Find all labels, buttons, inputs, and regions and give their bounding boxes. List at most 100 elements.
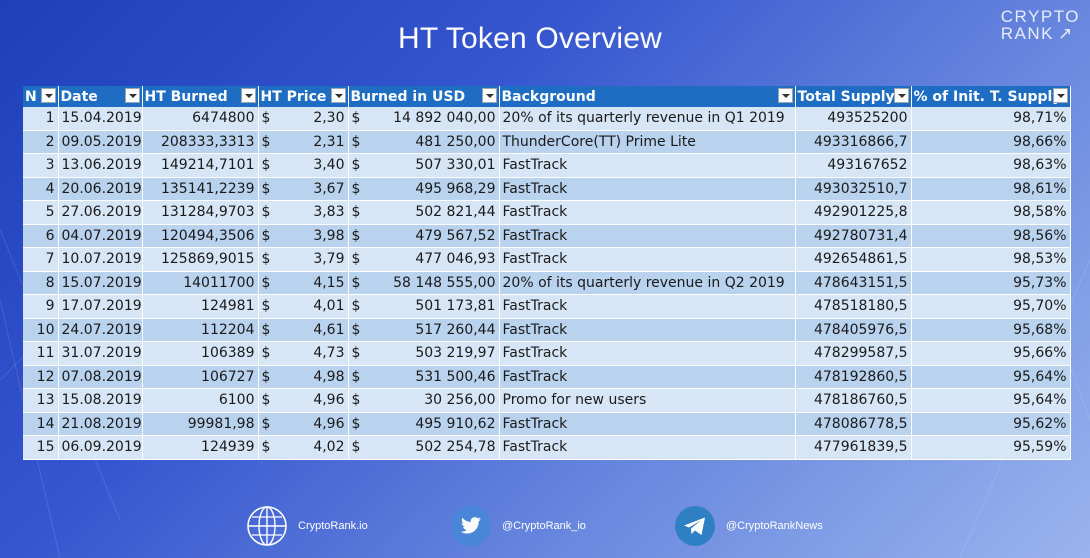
currency-symbol: $: [351, 439, 361, 456]
burn-history-table: N Date HT Burned HT Price Burned in USD Backg…: [23, 86, 1071, 460]
footer-twitter-link[interactable]: @CryptoRank_io: [450, 505, 586, 547]
cell-total-supply: 493167652: [795, 153, 912, 178]
filter-dropdown-icon[interactable]: [1052, 88, 1068, 103]
filter-dropdown-icon[interactable]: [330, 88, 346, 103]
cell-date: 17.07.2019: [58, 294, 143, 319]
currency-symbol: $: [261, 204, 271, 221]
cell-total-supply: 478086778,5: [795, 412, 912, 436]
cell-background: ThunderCore(TT) Prime Lite: [499, 130, 796, 154]
cell-burned-usd-value: 14 892 040,00: [393, 110, 496, 127]
cell-ht-burned: 112204: [142, 318, 259, 342]
arrow-up-right-icon: ↗: [1058, 24, 1074, 43]
footer-website-link[interactable]: CryptoRank.io: [246, 505, 368, 547]
footer-website-label: CryptoRank.io: [298, 520, 368, 532]
cell-ht-price: $3,98: [258, 224, 349, 248]
globe-icon: [247, 506, 287, 546]
cell-date: 21.08.2019: [58, 412, 143, 436]
table-row: 6 04.07.2019 120494,3506 $3,98 $479 567,52 Fa…: [23, 224, 1071, 248]
cell-burned-usd-value: 479 567,52: [415, 227, 496, 244]
currency-symbol: $: [351, 298, 361, 315]
cell-date: 07.08.2019: [58, 365, 143, 389]
cell-ht-burned: 99981,98: [142, 412, 259, 436]
cell-ht-price-value: 3,79: [313, 251, 345, 268]
cell-ht-burned: 124939: [142, 435, 259, 460]
cell-burned-usd-value: 58 148 555,00: [393, 274, 496, 291]
cell-background: 20% of its quarterly revenue in Q2 2019: [499, 271, 796, 295]
cell-n: 14: [23, 412, 59, 436]
filter-dropdown-icon[interactable]: [240, 88, 256, 103]
header-label: HT Burned: [144, 88, 228, 105]
cell-ht-burned: 106389: [142, 341, 259, 366]
currency-symbol: $: [351, 227, 361, 244]
cell-date: 20.06.2019: [58, 177, 143, 201]
filter-dropdown-icon[interactable]: [481, 88, 497, 103]
currency-symbol: $: [261, 274, 271, 291]
cell-n: 15: [23, 435, 59, 460]
cell-ht-price: $4,02: [258, 435, 349, 460]
cell-ht-burned: 120494,3506: [142, 224, 259, 248]
cell-burned-usd-value: 30 256,00: [424, 392, 496, 409]
cell-ht-burned: 6100: [142, 388, 259, 413]
currency-symbol: $: [351, 110, 361, 127]
cell-n: 6: [23, 224, 59, 248]
cell-background: 20% of its quarterly revenue in Q1 2019: [499, 107, 796, 131]
cell-pct-init-supply: 95,68%: [911, 318, 1071, 342]
cell-n: 12: [23, 365, 59, 389]
cell-background: FastTrack: [499, 177, 796, 201]
cell-total-supply: 493525200: [795, 107, 912, 131]
cell-ht-price-value: 3,67: [313, 180, 345, 197]
page-title: HT Token Overview: [397, 22, 663, 55]
cryptorank-logo: CRYPTO RANK ↗: [1000, 7, 1080, 43]
cell-background: FastTrack: [499, 294, 796, 319]
cell-background: Promo for new users: [499, 388, 796, 413]
filter-dropdown-icon[interactable]: [893, 88, 909, 103]
cell-burned-usd-value: 531 500,46: [415, 368, 496, 385]
cell-total-supply: 493032510,7: [795, 177, 912, 201]
footer-telegram-link[interactable]: @CryptoRankNews: [674, 505, 823, 547]
table-row: 10 24.07.2019 112204 $4,61 $517 260,44 FastTr…: [23, 318, 1071, 342]
table-row: 13 15.08.2019 6100 $4,96 $30 256,00 Promo for…: [23, 388, 1071, 413]
cell-pct-init-supply: 98,58%: [911, 200, 1071, 225]
cell-ht-price: $4,15: [258, 271, 349, 295]
currency-symbol: $: [261, 439, 271, 456]
filter-dropdown-icon[interactable]: [124, 88, 140, 103]
cell-burned-usd-value: 495 910,62: [415, 415, 496, 432]
cell-burned-usd-value: 477 046,93: [415, 251, 496, 268]
currency-symbol: $: [261, 251, 271, 268]
cell-ht-price-value: 4,98: [313, 368, 345, 385]
header-col-n: N: [23, 86, 59, 107]
cell-total-supply: 492901225,8: [795, 200, 912, 225]
cell-ht-price-value: 4,96: [313, 415, 345, 432]
cell-total-supply: 493316866,7: [795, 130, 912, 154]
cell-ht-price: $3,83: [258, 200, 349, 225]
cell-ht-price-value: 4,96: [313, 392, 345, 409]
header-label: N: [25, 88, 37, 105]
header-label: Date: [60, 88, 98, 105]
currency-symbol: $: [351, 133, 361, 150]
table-row: 15 06.09.2019 124939 $4,02 $502 254,78 FastTr…: [23, 435, 1071, 460]
cell-background: FastTrack: [499, 435, 796, 460]
cell-burned-usd: $477 046,93: [348, 247, 500, 272]
currency-symbol: $: [261, 133, 271, 150]
cell-burned-usd-value: 517 260,44: [415, 321, 496, 338]
cell-ht-burned: 125869,9015: [142, 247, 259, 272]
cell-pct-init-supply: 95,70%: [911, 294, 1071, 319]
cell-background: FastTrack: [499, 318, 796, 342]
cell-date: 06.09.2019: [58, 435, 143, 460]
currency-symbol: $: [261, 298, 271, 315]
cell-date: 09.05.2019: [58, 130, 143, 154]
cell-pct-init-supply: 95,64%: [911, 365, 1071, 389]
cell-ht-burned: 14011700: [142, 271, 259, 295]
cell-ht-price-value: 3,83: [313, 204, 345, 221]
cell-date: 13.06.2019: [58, 153, 143, 178]
cell-burned-usd: $495 968,29: [348, 177, 500, 201]
currency-symbol: $: [351, 368, 361, 385]
cell-total-supply: 478186760,5: [795, 388, 912, 413]
cell-burned-usd-value: 507 330,01: [415, 157, 496, 174]
currency-symbol: $: [261, 180, 271, 197]
filter-dropdown-icon[interactable]: [777, 88, 793, 103]
filter-dropdown-icon[interactable]: [40, 88, 56, 103]
header-label: Burned in USD: [350, 88, 466, 105]
cell-ht-price-value: 4,15: [313, 274, 345, 291]
cell-ht-price-value: 4,61: [313, 321, 345, 338]
